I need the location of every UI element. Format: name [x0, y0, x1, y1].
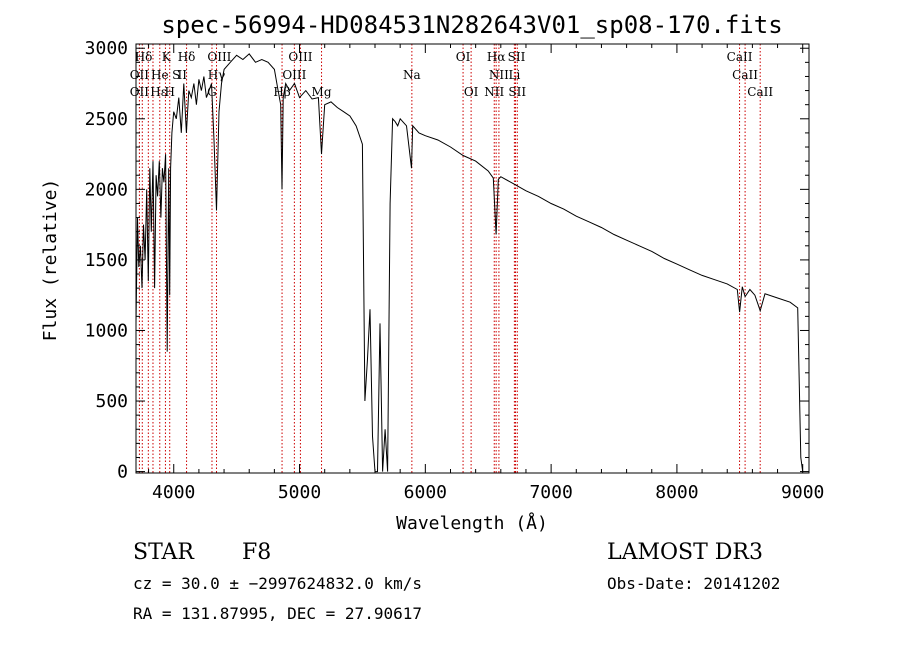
line-label: Mg: [312, 85, 332, 99]
y-tick-label: 0: [117, 462, 128, 483]
line-label: H: [164, 85, 174, 99]
spectral-subclass: F8: [242, 540, 271, 565]
y-axis-label: Flux (relative): [40, 179, 61, 342]
redshift-text: cz = 30.0 ± −2997624832.0 km/s: [133, 574, 422, 593]
line-label: Na: [403, 68, 421, 82]
y-tick-label: 500: [95, 391, 128, 412]
line-label: II: [178, 68, 188, 82]
y-tick-label: 1500: [85, 250, 128, 271]
y-tick-label: 1000: [85, 320, 128, 341]
reference-lines: [138, 44, 761, 473]
line-label: Hδ: [178, 50, 196, 64]
line-label: CaII: [732, 68, 758, 82]
line-label: NII: [484, 85, 504, 99]
obs-date: Obs-Date: 20141202: [607, 574, 780, 593]
line-label: S: [172, 68, 180, 82]
y-tick-label: 2500: [85, 109, 128, 130]
line-label: SII: [508, 50, 526, 64]
line-label: Hγ: [208, 68, 226, 82]
line-label: OIII: [207, 50, 231, 64]
x-tick-label: 7000: [529, 482, 572, 503]
plot-frame: [135, 43, 810, 474]
line-label: OII: [130, 68, 150, 82]
line-label: Hε: [150, 85, 167, 99]
line-label: OIII: [288, 50, 312, 64]
chart-title: spec-56994-HD084531N282643V01_sp08-170.f…: [161, 11, 782, 39]
x-axis-label: Wavelength (Å): [396, 512, 548, 534]
line-label: CaII: [747, 85, 773, 99]
line-label: OIII: [282, 68, 306, 82]
line-label: SII: [508, 85, 526, 99]
y-tick-label: 2000: [85, 179, 128, 200]
x-tick-label: 6000: [404, 482, 447, 503]
spectrum-series: [135, 53, 804, 473]
line-label: He: [151, 68, 169, 82]
line-label: NII: [489, 68, 509, 82]
x-tick-label: 4000: [152, 482, 195, 503]
x-tick-label: 5000: [278, 482, 321, 503]
line-label: CaII: [727, 50, 753, 64]
line-label: Hα: [487, 50, 506, 64]
line-label: OI: [464, 85, 479, 99]
line-label: OI: [456, 50, 471, 64]
line-label: K: [162, 50, 172, 64]
coordinates: RA = 131.87995, DEC = 27.90617: [133, 604, 422, 623]
line-label: OII: [130, 85, 150, 99]
x-tick-label: 8000: [655, 482, 698, 503]
line-label: Hδ: [135, 50, 153, 64]
x-tick-label: 9000: [781, 482, 824, 503]
object-type: STAR: [133, 540, 195, 565]
y-axis-ticks: 0 500 1000 1500 2000 2500 3000: [85, 38, 809, 483]
survey-name: LAMOST DR3: [607, 540, 763, 565]
x-axis-ticks: 4000 5000 6000 7000 8000 9000: [148, 44, 824, 503]
y-tick-label: 3000: [85, 38, 128, 59]
line-label: Li: [508, 68, 520, 82]
